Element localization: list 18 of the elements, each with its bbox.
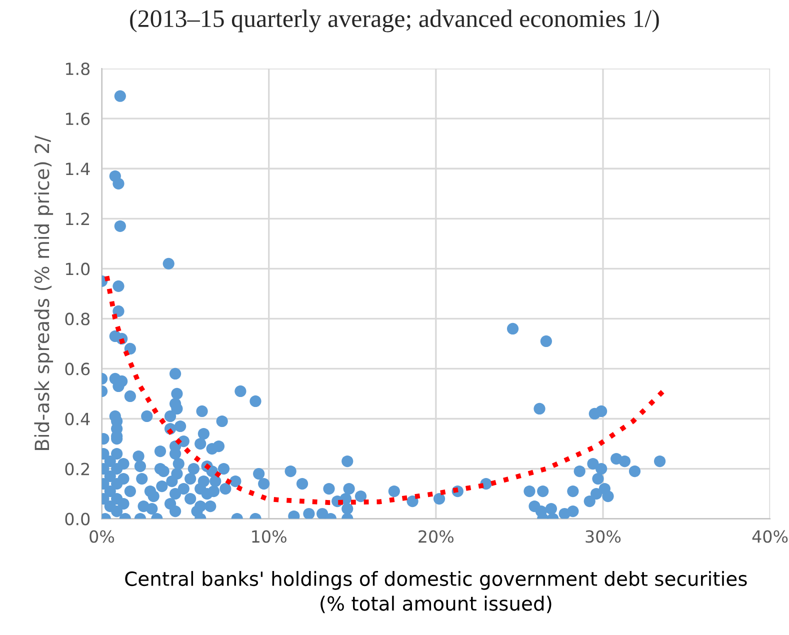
y-tick-label: 1.2 xyxy=(66,212,89,225)
y-tick-label: 0.4 xyxy=(65,412,90,426)
x-axis-title: Central banks' holdings of domestic government debt securities (% total amount issued) xyxy=(125,571,747,614)
y-tick-label: 0.6 xyxy=(65,362,90,376)
x-tick-label: 20% xyxy=(418,530,454,543)
y-tick-label: 1.4 xyxy=(66,162,90,175)
x-tick-label: 0% xyxy=(90,530,114,543)
y-tick-label: 1.6 xyxy=(66,112,90,126)
x-tick-label: 10% xyxy=(252,530,286,543)
y-tick-label: 0.2 xyxy=(65,462,89,476)
y-tick-label: 0.0 xyxy=(65,512,90,526)
y-tick-label: 0.8 xyxy=(65,312,90,326)
y-tick-label: 1.0 xyxy=(66,262,90,276)
x-tick-label: 40% xyxy=(752,530,788,543)
y-axis-title: Bid-ask spreads (% mid price) 2/ xyxy=(34,136,54,450)
y-tick-label: 1.8 xyxy=(66,62,90,76)
x-tick-label: 30% xyxy=(586,530,621,543)
chart-title: (2013–15 quarterly average; advanced economies 1/) xyxy=(130,10,659,32)
